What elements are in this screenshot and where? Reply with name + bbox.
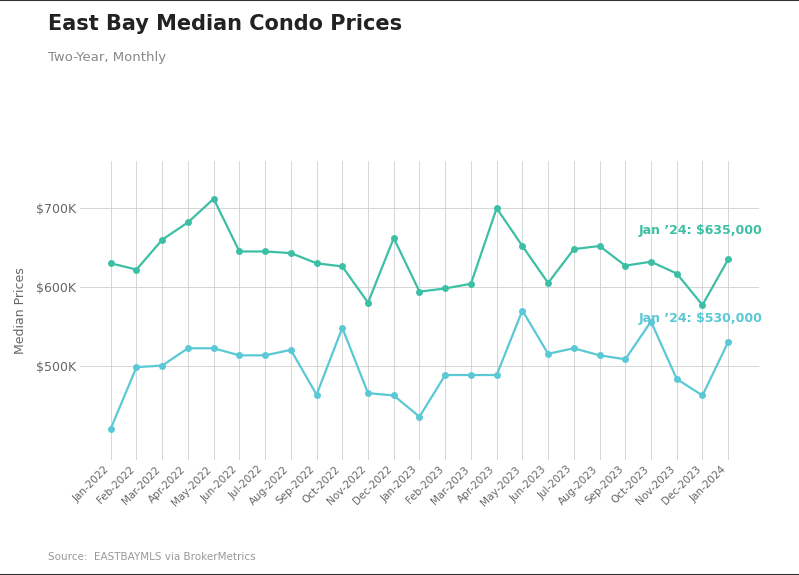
Alameda [646,258,656,265]
Contra Costa [260,352,270,359]
Contra Costa [286,346,296,353]
Contra Costa [132,364,141,371]
Text: Jan ’24: $635,000: Jan ’24: $635,000 [638,224,762,237]
Contra Costa [672,375,682,382]
Contra Costa [364,390,373,397]
Contra Costa [698,392,707,399]
Text: Jan ’24: $530,000: Jan ’24: $530,000 [638,312,762,325]
Alameda [466,280,475,287]
Text: Two-Year, Monthly: Two-Year, Monthly [48,51,166,64]
Contra Costa [235,352,244,359]
Y-axis label: Median Prices: Median Prices [14,267,27,354]
Contra Costa [621,356,630,363]
Alameda [235,248,244,255]
Contra Costa [415,413,424,420]
Contra Costa [543,350,553,357]
Alameda [389,235,399,242]
Alameda [260,248,270,255]
Alameda [132,266,141,273]
Alameda [106,260,116,267]
Alameda [312,260,321,267]
Contra Costa [389,392,399,399]
Alameda [543,279,553,286]
Alameda [672,270,682,277]
Alameda [492,205,502,212]
Alameda [569,246,578,252]
Contra Costa [569,345,578,352]
Contra Costa [646,318,656,325]
Contra Costa [440,371,450,378]
Contra Costa [183,345,193,352]
Contra Costa [518,307,527,314]
Contra Costa [723,339,733,346]
Alameda [698,301,707,308]
Alameda [440,285,450,292]
Alameda [364,299,373,306]
Line: Alameda: Alameda [107,196,732,308]
Alameda [183,219,193,226]
Contra Costa [594,352,604,359]
Alameda [621,262,630,269]
Contra Costa [466,371,475,378]
Alameda [286,250,296,256]
Alameda [157,236,167,243]
Contra Costa [209,345,218,352]
Alameda [209,196,218,202]
Contra Costa [492,371,502,378]
Alameda [415,288,424,295]
Text: Source:  EASTBAYMLS via BrokerMetrics: Source: EASTBAYMLS via BrokerMetrics [48,553,256,562]
Line: Contra Costa: Contra Costa [107,307,732,432]
Contra Costa [106,425,116,432]
Alameda [723,256,733,263]
Contra Costa [337,324,347,331]
Alameda [594,243,604,250]
Contra Costa [157,362,167,369]
Text: East Bay Median Condo Prices: East Bay Median Condo Prices [48,14,402,34]
Alameda [518,243,527,250]
Alameda [337,263,347,270]
Contra Costa [312,391,321,398]
